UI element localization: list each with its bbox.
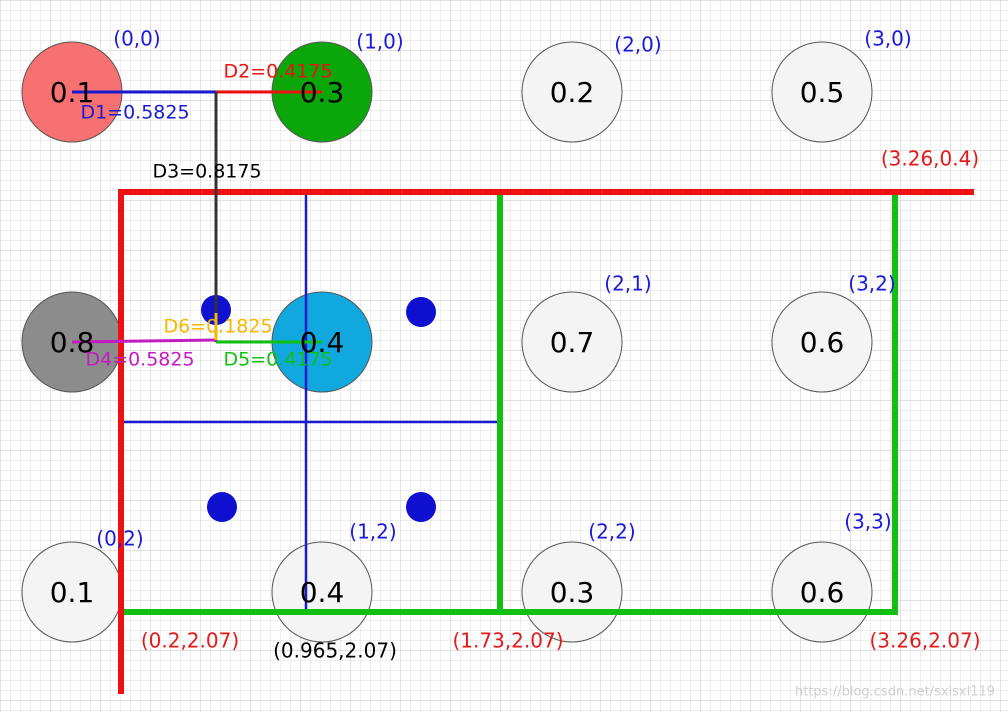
node [771,541,873,643]
node-coord: (3,3) [844,510,891,534]
distance-label: D5=0.4175 [223,349,332,371]
node-value: 0.5 [800,76,845,109]
node [771,41,873,143]
node-value: 0.2 [550,76,595,109]
node-value: 0.1 [50,76,95,109]
sample-points [201,295,436,522]
corner-label: (1.73,2.07) [452,629,563,653]
node-value: 0.3 [300,76,345,109]
node-coord: (0,2) [96,527,143,551]
corner-label: (0.2,2.07) [141,629,239,653]
node [521,41,623,143]
sample-point [406,492,436,522]
distance-line [71,338,217,344]
node [521,291,623,393]
node-coord: (2,0) [614,33,661,57]
node-value: 0.8 [50,326,95,359]
corner-label: (3.26,2.07) [869,629,980,653]
distance-label: D2=0.4175 [223,61,332,83]
node-value: 0.6 [800,576,845,609]
watermark: https://blog.csdn.net/sxlsxl119 [795,685,995,700]
region-lines [118,189,974,694]
node-value: 0.4 [300,576,345,609]
node [771,291,873,393]
node-coord: (2,1) [604,272,651,296]
node-value: 0.6 [800,326,845,359]
corner-label: (3.26,0.4) [881,147,979,171]
labels: 0.1 0.3 0.2 0.5 0.8 0.4 0.7 0.6 0.1 0.4 … [50,27,995,700]
sample-point [406,297,436,327]
node [521,541,623,643]
distance-label: D6=0.1825 [163,316,272,338]
distance-label: D1=0.5825 [80,102,189,124]
node [271,541,373,643]
sample-point [207,492,237,522]
distance-lines [71,90,322,344]
node-coord: (3,2) [848,272,895,296]
node-coord: (1,2) [349,520,396,544]
node-value: 0.1 [50,576,95,609]
node-coord: (3,0) [864,27,911,51]
distance-label: D4=0.5825 [85,349,194,371]
node-coord: (2,2) [588,520,635,544]
node-coord: (0,0) [113,27,160,51]
node-value: 0.4 [300,326,345,359]
distance-label: D3=0.8175 [152,161,261,183]
corner-label: (0.965,2.07) [273,639,397,663]
node-value: 0.3 [550,576,595,609]
node-value: 0.7 [550,326,595,359]
node-coord: (1,0) [356,30,403,54]
